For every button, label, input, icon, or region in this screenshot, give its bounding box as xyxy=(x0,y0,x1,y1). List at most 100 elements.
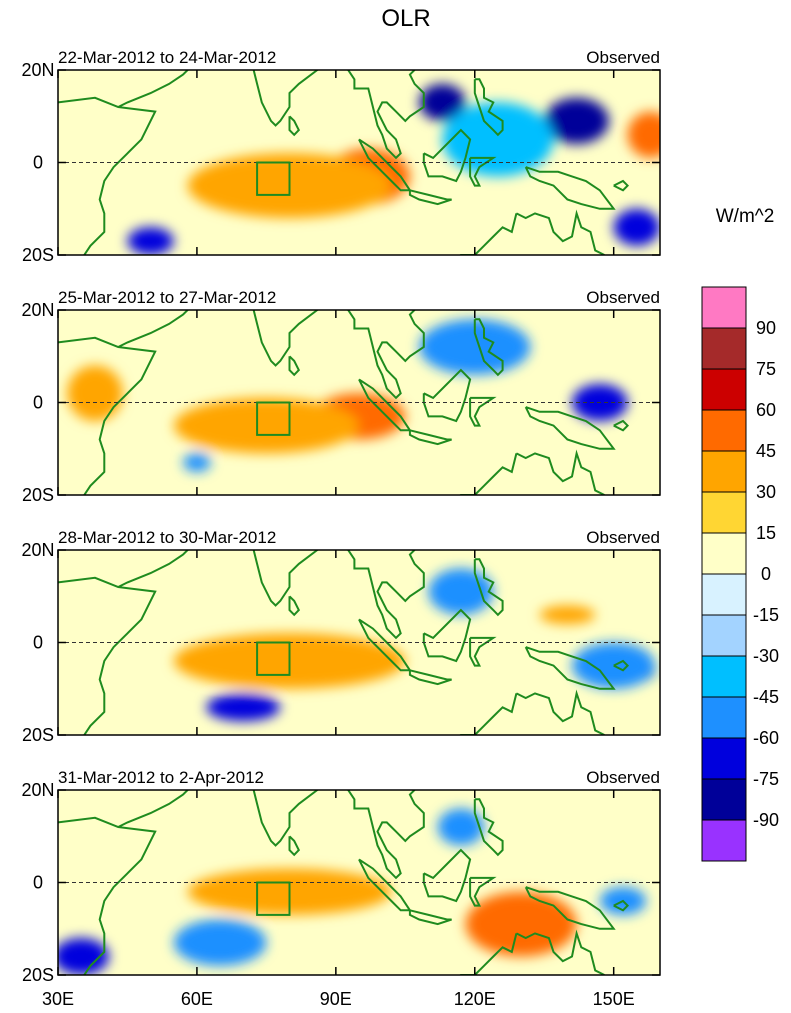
coastline xyxy=(408,909,452,926)
colorbar-label: -45 xyxy=(753,687,779,707)
olr-anomaly xyxy=(58,938,109,975)
coastline xyxy=(469,156,497,187)
coastline xyxy=(469,636,497,667)
coastline xyxy=(515,209,605,255)
colorbar-label: 15 xyxy=(756,523,776,543)
colorbar-label: 90 xyxy=(756,318,776,338)
colorbar-label: -60 xyxy=(753,728,779,748)
colorbar-swatch xyxy=(701,655,747,698)
y-tick-label: 0 xyxy=(33,153,43,173)
coastline xyxy=(408,189,452,206)
colorbar-swatch xyxy=(701,450,747,493)
coastline xyxy=(346,70,425,160)
panel-1: 22-Mar-2012 to 24-Mar-2012 Observed 20N 0 20… xyxy=(21,48,661,265)
coastline xyxy=(524,646,616,690)
colorbar-swatch xyxy=(701,573,747,616)
panel-period: 22-Mar-2012 to 24-Mar-2012 xyxy=(58,48,276,67)
colorbar-label: 75 xyxy=(756,359,776,379)
x-tick-label: 30E xyxy=(42,989,74,1009)
coastline xyxy=(288,835,301,857)
olr-anomaly xyxy=(183,453,211,472)
olr-anomaly xyxy=(544,97,609,144)
coastline xyxy=(613,179,630,192)
y-tick-label: 20S xyxy=(22,965,54,985)
coastline xyxy=(515,449,605,495)
colorbar-label: -15 xyxy=(753,605,779,625)
olr-anomaly xyxy=(613,208,660,246)
coastline xyxy=(515,929,605,975)
olr-anomaly xyxy=(173,919,267,966)
panel-period: 28-Mar-2012 to 30-Mar-2012 xyxy=(58,528,276,547)
y-tick-label: 20S xyxy=(22,245,54,265)
colorbar-swatch xyxy=(701,819,747,862)
region-box xyxy=(256,401,291,436)
coastline xyxy=(288,355,301,377)
coastline xyxy=(613,659,630,672)
chart-title: OLR xyxy=(381,5,430,32)
coastline xyxy=(358,378,412,432)
y-tick-label: 0 xyxy=(33,873,43,893)
colorbar-units: W/m^2 xyxy=(716,206,775,227)
y-tick-label: 20S xyxy=(22,725,54,745)
coastline xyxy=(515,689,605,735)
coastline xyxy=(408,429,452,446)
coastline xyxy=(524,886,616,930)
region-box xyxy=(256,641,291,676)
panel-3: 28-Mar-2012 to 30-Mar-2012 Observed 20N 0 20… xyxy=(21,528,661,745)
colorbar-label: -75 xyxy=(753,769,779,789)
coastline xyxy=(117,550,190,588)
colorbar-label: 45 xyxy=(756,441,776,461)
y-tick-label: 20N xyxy=(21,540,54,560)
colorbar-swatch xyxy=(701,491,747,534)
panel-2: 25-Mar-2012 to 27-Mar-2012 Observed 20N 0 20… xyxy=(21,288,661,505)
coastline xyxy=(524,166,616,210)
coastline xyxy=(473,558,504,617)
olr-anomaly xyxy=(539,605,596,625)
olr-anomaly xyxy=(419,83,466,121)
olr-anomaly xyxy=(67,365,123,422)
y-tick-label: 0 xyxy=(33,393,43,413)
colorbar-swatch xyxy=(701,778,747,821)
x-tick-label: 60E xyxy=(181,989,213,1009)
colorbar: 90 75 60 45 30 15 0 -15 -30 -45 -60 -75 -90 xyxy=(701,286,779,862)
coastlines xyxy=(58,790,630,975)
olr-anomaly xyxy=(627,111,660,158)
x-axis-labels: 30E 60E 90E 120E 150E xyxy=(42,989,635,1009)
colorbar-swatch xyxy=(701,409,747,452)
x-tick-label: 120E xyxy=(454,989,496,1009)
coastline xyxy=(458,453,518,495)
x-tick-label: 90E xyxy=(320,989,352,1009)
colorbar-swatch xyxy=(701,696,747,739)
coastlines xyxy=(58,70,630,255)
olr-anomaly xyxy=(437,808,485,846)
coastline xyxy=(288,115,301,137)
coastline xyxy=(252,550,319,607)
panel-4: 31-Mar-2012 to 2-Apr-2012 Observed 20N 0 20S xyxy=(21,768,661,985)
panel-label: Observed xyxy=(586,48,660,67)
coastlines xyxy=(58,550,630,735)
colorbar-swatch xyxy=(701,737,747,780)
coastline xyxy=(358,618,412,672)
coastline xyxy=(422,608,472,663)
coastline xyxy=(458,933,518,975)
region-box xyxy=(256,881,291,916)
y-tick-label: 20N xyxy=(21,60,54,80)
coastline xyxy=(469,876,497,907)
colorbar-swatch xyxy=(701,614,747,657)
y-tick-label: 20S xyxy=(22,485,54,505)
coastline xyxy=(252,310,319,367)
coastline xyxy=(358,138,412,192)
colorbar-swatch xyxy=(701,368,747,411)
coastline xyxy=(346,550,425,640)
coastline xyxy=(458,693,518,735)
coastline xyxy=(408,669,452,686)
region-box xyxy=(256,161,291,196)
coastline xyxy=(469,396,497,427)
panel-label: Observed xyxy=(586,528,660,547)
panel-label: Observed xyxy=(586,288,660,307)
colorbar-label: 30 xyxy=(756,482,776,502)
coastline xyxy=(422,368,472,423)
y-tick-label: 0 xyxy=(33,633,43,653)
coastlines xyxy=(58,310,630,495)
coastline xyxy=(346,310,425,400)
